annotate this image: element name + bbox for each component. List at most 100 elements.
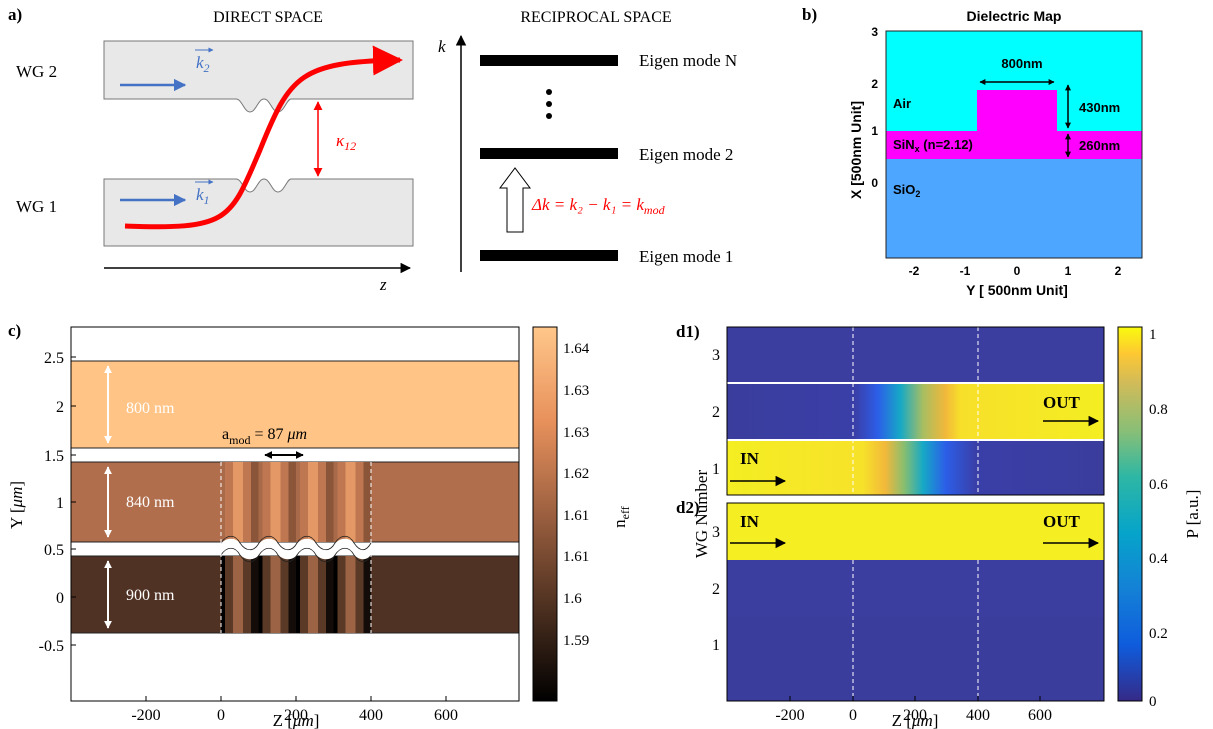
map-frame bbox=[885, 30, 1143, 259]
d1-wg2-band bbox=[727, 383, 1104, 440]
panel-a: a) DIRECT SPACE WG 2 k2 WG 1 k1 κ12 z RE… bbox=[8, 5, 737, 294]
b-ytick: 3 bbox=[871, 25, 878, 39]
d2-wg3-band bbox=[727, 503, 1104, 560]
d-xtick: 600 bbox=[1028, 707, 1052, 724]
d1-ytick: 2 bbox=[712, 404, 720, 421]
d-xlabel: Z [μm] bbox=[892, 711, 939, 729]
ellipsis-dot bbox=[546, 89, 552, 95]
panel-c-label: c) bbox=[8, 321, 21, 340]
c-xtick: 600 bbox=[434, 707, 458, 724]
c-ytick: 2 bbox=[56, 399, 64, 416]
d2-out-label: OUT bbox=[1043, 512, 1081, 531]
c-ytick: 2.5 bbox=[44, 350, 64, 367]
width-label-840: 840 nm bbox=[126, 494, 175, 511]
d2-wg2-band bbox=[727, 560, 1104, 617]
b-xtick: 0 bbox=[1014, 264, 1021, 278]
wg1-label: WG 1 bbox=[16, 197, 57, 216]
b-ytick: 2 bbox=[871, 77, 878, 91]
d2-ytick: 2 bbox=[712, 581, 720, 598]
wg-900nm-grating bbox=[221, 556, 371, 633]
wg2-box bbox=[103, 40, 414, 113]
c-cbtick: 1.63 bbox=[563, 425, 589, 441]
b-ytick: 1 bbox=[871, 124, 878, 138]
width-dim-label: 800nm bbox=[1001, 56, 1042, 71]
wg2-label: WG 2 bbox=[16, 62, 57, 81]
d2-in-label: IN bbox=[740, 512, 760, 531]
b-xtick: 2 bbox=[1115, 264, 1122, 278]
b-xtick: 1 bbox=[1065, 264, 1072, 278]
c-yticks: 2.5 2 1.5 1 0.5 0 -0.5 bbox=[39, 350, 64, 655]
c-cbtick: 1.59 bbox=[563, 633, 589, 649]
sin-ridge bbox=[977, 90, 1057, 131]
d-cbtick: 1 bbox=[1149, 327, 1157, 343]
d2-ytick: 1 bbox=[712, 637, 720, 654]
panel-d2-label: d2) bbox=[676, 498, 700, 517]
d1-wg3-band bbox=[727, 327, 1104, 383]
c-xtick: 0 bbox=[217, 707, 225, 724]
eigen-mode-n-label: Eigen mode N bbox=[639, 51, 737, 70]
d-xtick: 0 bbox=[849, 707, 857, 724]
ellipsis-dot bbox=[546, 113, 552, 119]
c-ytick: 1.5 bbox=[44, 448, 64, 465]
b-xtick: -1 bbox=[960, 264, 971, 278]
d1-wg1-band bbox=[727, 440, 1104, 495]
c-ytick: 1 bbox=[56, 495, 64, 512]
width-label-800: 800 nm bbox=[126, 400, 175, 417]
k1-label: k1 bbox=[196, 185, 210, 207]
wg-840nm-grating bbox=[221, 462, 371, 542]
sin-label: SiNx (n=2.12) bbox=[893, 137, 973, 154]
d-cbtick: 0 bbox=[1149, 694, 1157, 710]
transition-arrow bbox=[499, 167, 531, 233]
d-colorbar-ticks: 1 0.8 0.6 0.4 0.2 0 bbox=[1149, 327, 1168, 710]
d-cbtick: 0.4 bbox=[1149, 551, 1168, 567]
kappa-label: κ12 bbox=[336, 131, 356, 153]
panel-d: d1) d2) IN OUT 3 2 1 IN OUT 3 bbox=[676, 322, 1202, 729]
panel-b-label: b) bbox=[802, 5, 817, 24]
c-colorbar-label: neff bbox=[610, 506, 632, 528]
d1-yticks: 3 2 1 bbox=[712, 347, 720, 478]
eigen-mode-2-bar bbox=[480, 148, 618, 159]
d-xtick: 200 bbox=[903, 707, 927, 724]
z-axis-label: z bbox=[379, 275, 387, 294]
d2-yticks: 3 2 1 bbox=[712, 524, 720, 654]
c-xticks: -200 0 200 400 600 bbox=[131, 707, 458, 724]
eigen-mode-1-bar bbox=[480, 250, 618, 261]
d2-ytick: 3 bbox=[712, 524, 720, 541]
d2-wg1-band bbox=[727, 617, 1104, 701]
d-xticks: -200 0 200 400 600 bbox=[775, 707, 1052, 724]
d-colorbar bbox=[1117, 326, 1143, 702]
width-label-900: 900 nm bbox=[126, 587, 175, 604]
d-xtick: 400 bbox=[966, 707, 990, 724]
panel-d1-label: d1) bbox=[676, 322, 700, 341]
d1-in-label: IN bbox=[740, 449, 760, 468]
c-cbtick: 1.6 bbox=[563, 591, 582, 607]
c-xtick: -200 bbox=[131, 707, 160, 724]
panel-a-label: a) bbox=[8, 5, 22, 24]
d-xtick: -200 bbox=[775, 707, 804, 724]
b-ytick: 0 bbox=[871, 176, 878, 190]
wg1-box bbox=[103, 178, 414, 247]
d1-out-label: OUT bbox=[1043, 393, 1081, 412]
eigen-mode-n-bar bbox=[480, 55, 618, 66]
reciprocal-space-title: RECIPROCAL SPACE bbox=[520, 9, 671, 26]
panel-b: b) Dielectric Map 3 2 1 0 -2 -1 0 1 2 Y … bbox=[802, 5, 1143, 298]
d-colorbar-label: P [a.u.] bbox=[1183, 490, 1202, 539]
sin-slab bbox=[886, 131, 1142, 159]
plot-c-frame bbox=[70, 326, 520, 702]
eigen-mode-1-label: Eigen mode 1 bbox=[639, 247, 733, 266]
c-cbtick: 1.63 bbox=[563, 383, 589, 399]
c-cbtick: 1.61 bbox=[563, 549, 589, 565]
c-ytick: 0 bbox=[56, 590, 64, 607]
sio2-label: SiO2 bbox=[893, 182, 920, 199]
b-xlabel: Y [ 500nm Unit] bbox=[966, 282, 1068, 298]
c-ytick: 0.5 bbox=[44, 542, 64, 559]
direct-space-title: DIRECT SPACE bbox=[213, 9, 323, 26]
delta-k-equation: Δk = k₂ − k₁ = kmod bbox=[531, 195, 666, 217]
c-xlabel: Z [μm] bbox=[273, 711, 320, 729]
b-xtick: -2 bbox=[909, 264, 920, 278]
d-cbtick: 0.2 bbox=[1149, 626, 1168, 642]
b-ylabel: X [500nm Unit] bbox=[848, 101, 864, 199]
k-axis-label: k bbox=[438, 37, 446, 56]
c-cbtick: 1.64 bbox=[563, 341, 590, 357]
